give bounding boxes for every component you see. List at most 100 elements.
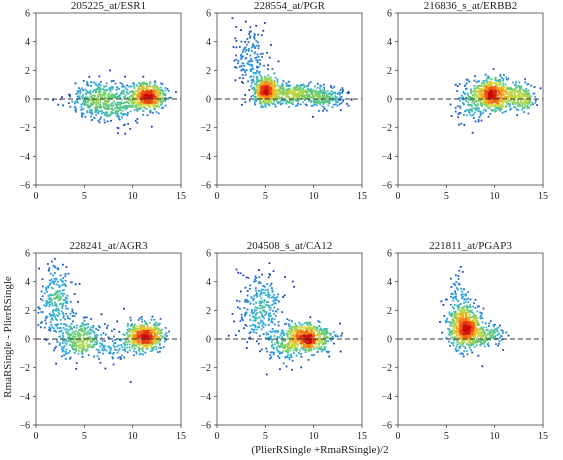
scatter-point — [484, 95, 487, 98]
scatter-point — [310, 105, 313, 107]
scatter-point — [250, 58, 252, 60]
scatter-point — [297, 102, 299, 105]
scatter-point — [142, 110, 144, 112]
scatter-point — [315, 99, 318, 102]
scatter-point — [121, 346, 124, 348]
scatter-point — [329, 93, 332, 95]
scatter-point — [278, 336, 280, 339]
scatter-point — [106, 115, 109, 118]
scatter-point — [136, 325, 138, 328]
scatter-point — [296, 92, 298, 95]
scatter-point — [490, 88, 493, 90]
scatter-point — [264, 289, 267, 291]
scatter-point — [127, 105, 130, 108]
scatter-point — [96, 341, 98, 344]
scatter-point — [478, 116, 481, 119]
scatter-point — [494, 79, 496, 81]
scatter-point — [59, 342, 61, 345]
scatter-point — [89, 339, 92, 342]
scatter-point — [129, 335, 131, 337]
scatter-point — [509, 87, 512, 89]
scatter-point — [524, 81, 527, 84]
scatter-point — [241, 56, 243, 59]
scatter-point — [500, 100, 503, 103]
scatter-point — [98, 326, 101, 329]
scatter-point — [482, 109, 485, 112]
scatter-point — [244, 71, 246, 74]
scatter-point — [62, 302, 65, 305]
scatter-point — [249, 331, 252, 333]
scatter-point — [253, 91, 256, 93]
scatter-point — [153, 92, 156, 94]
scatter-point — [340, 334, 343, 337]
scatter-point — [268, 338, 271, 341]
scatter-point — [273, 72, 276, 75]
scatter-point — [121, 106, 124, 108]
scatter-point — [45, 286, 48, 289]
scatter-point — [298, 85, 301, 88]
scatter-point — [161, 335, 164, 338]
y-tick-label: −6 — [19, 421, 30, 432]
scatter-point — [286, 356, 289, 358]
scatter-point — [109, 352, 112, 354]
scatter-point — [247, 60, 250, 63]
scatter-point — [476, 104, 479, 107]
scatter-point — [256, 66, 258, 69]
scatter-point — [454, 107, 457, 109]
scatter-point — [118, 115, 120, 118]
scatter-point — [517, 101, 520, 103]
scatter-point — [272, 94, 275, 97]
scatter-point — [53, 297, 55, 300]
scatter-point — [319, 327, 322, 330]
scatter-point — [165, 97, 167, 99]
scatter-point — [533, 92, 536, 95]
scatter-point — [336, 335, 339, 338]
scatter-point — [243, 64, 246, 67]
scatter-point — [279, 90, 281, 93]
scatter-point — [260, 86, 262, 88]
scatter-point — [464, 110, 466, 113]
scatter-point — [254, 287, 257, 289]
scatter-point — [246, 38, 249, 40]
scatter-point — [54, 301, 56, 304]
scatter-point — [262, 315, 264, 318]
scatter-point — [274, 331, 277, 334]
scatter-point — [155, 348, 158, 351]
scatter-point — [503, 95, 506, 98]
scatter-point — [253, 96, 256, 98]
scatter-point — [470, 99, 473, 101]
scatter-point — [63, 339, 66, 342]
scatter-point — [89, 89, 92, 92]
scatter-point — [61, 329, 63, 332]
scatter-point — [158, 324, 160, 326]
scatter-point — [78, 95, 81, 98]
scatter-point — [256, 340, 258, 343]
scatter-point — [144, 345, 147, 347]
scatter-point — [58, 335, 60, 338]
scatter-point — [282, 362, 285, 365]
scatter-point — [105, 349, 108, 352]
scatter-point — [317, 94, 320, 97]
scatter-point — [332, 92, 335, 95]
scatter-point — [50, 324, 53, 326]
scatter-point — [285, 95, 287, 97]
scatter-point — [498, 90, 501, 93]
scatter-point — [510, 107, 513, 110]
scatter-point — [269, 314, 272, 317]
scatter-point — [254, 280, 257, 282]
scatter-point — [492, 104, 495, 107]
scatter-point — [75, 339, 78, 342]
scatter-point — [138, 327, 141, 330]
scatter-point — [67, 336, 69, 339]
scatter-point — [473, 85, 476, 87]
scatter-point — [153, 93, 156, 96]
scatter-point — [65, 343, 68, 346]
scatter-point — [303, 86, 306, 88]
scatter-point — [260, 348, 263, 351]
scatter-point — [271, 344, 273, 347]
scatter-point — [273, 81, 275, 84]
scatter-point — [327, 99, 330, 101]
scatter-point — [141, 341, 143, 344]
scatter-point — [289, 324, 291, 327]
scatter-point — [267, 291, 270, 294]
